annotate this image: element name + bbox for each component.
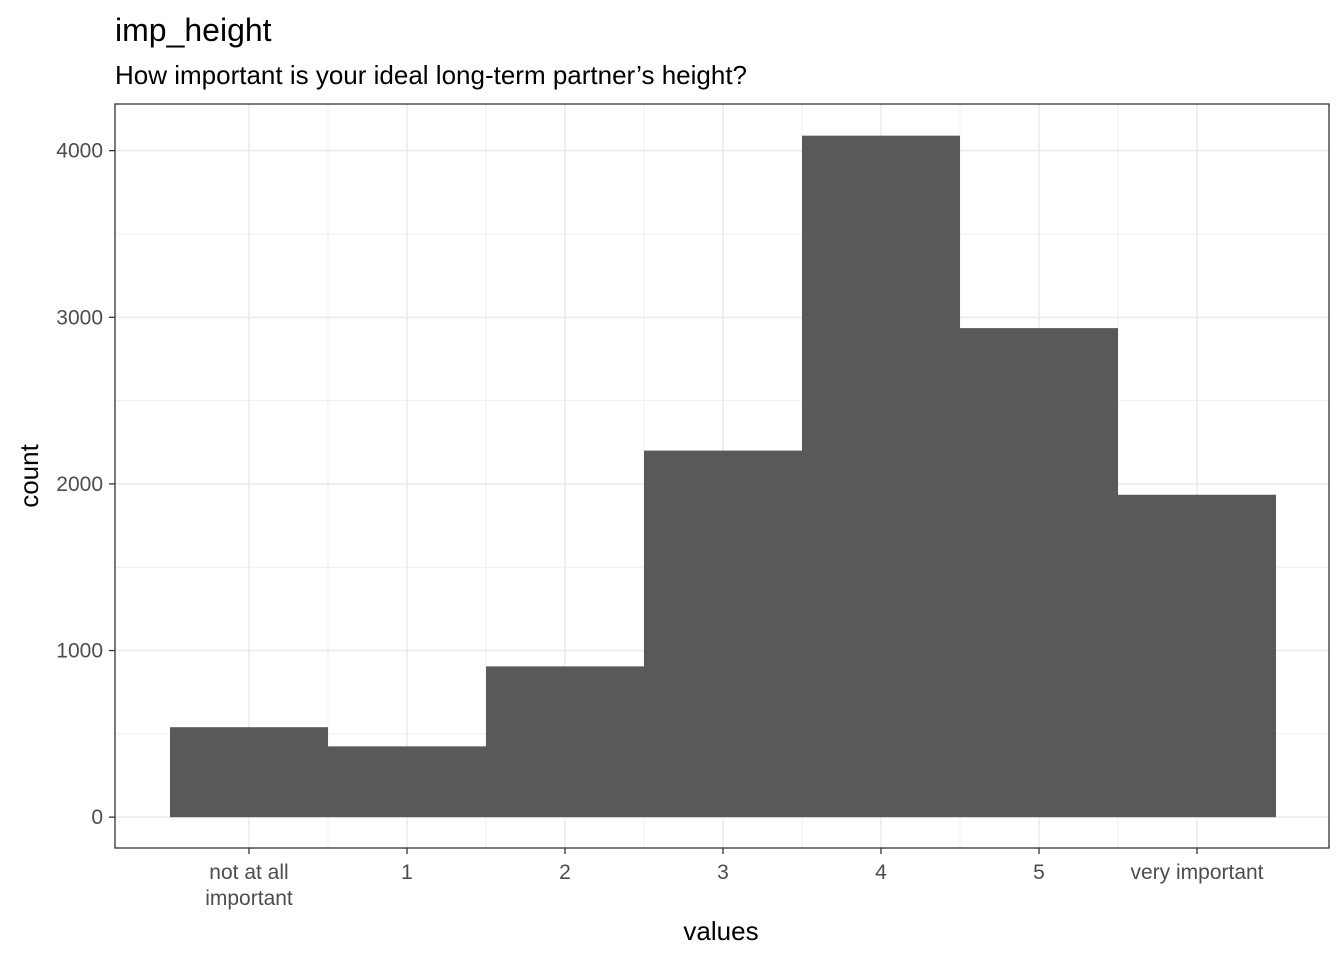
- bar: [328, 746, 486, 818]
- chart-subtitle: How important is your ideal long-term pa…: [115, 60, 747, 90]
- y-tick-label: 0: [91, 806, 103, 829]
- y-tick-label: 3000: [56, 306, 103, 329]
- bar: [802, 135, 960, 818]
- bar: [960, 328, 1118, 818]
- x-axis-title: values: [683, 916, 758, 946]
- y-tick-label: 2000: [56, 473, 103, 496]
- bars: [170, 135, 1276, 818]
- x-tick-label: 1: [401, 861, 413, 884]
- y-tick-label: 1000: [56, 640, 103, 663]
- bar: [1118, 494, 1276, 818]
- y-tick-label: 4000: [56, 140, 103, 163]
- panel-border: [114, 103, 1330, 849]
- x-tick-label: 5: [1033, 861, 1045, 884]
- x-tick-label: very important: [1130, 861, 1263, 884]
- x-tick-label: 4: [875, 861, 887, 884]
- axis-ticks: 0 1000 2000 3000 4000 not at all important 1 2 3 4…: [56, 140, 1263, 910]
- y-axis-title: count: [14, 443, 44, 507]
- chart-title: imp_height: [115, 12, 272, 48]
- x-tick-label: not at all important: [205, 861, 293, 910]
- x-tick-label: 2: [559, 861, 571, 884]
- x-tick-label: 3: [717, 861, 729, 884]
- bar: [486, 666, 644, 818]
- bar: [170, 727, 328, 818]
- bar: [644, 450, 802, 818]
